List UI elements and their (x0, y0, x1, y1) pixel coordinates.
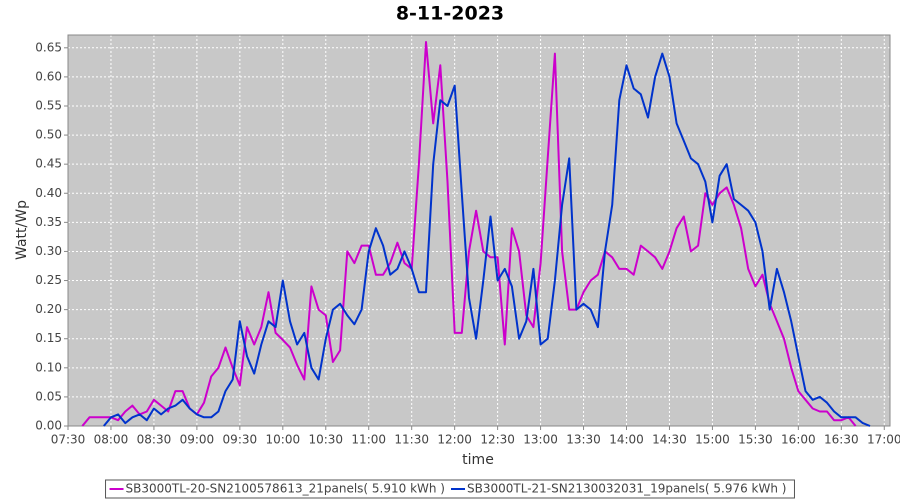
x-tick-label: 16:30 (824, 433, 859, 447)
x-tick-label: 08:30 (137, 433, 172, 447)
x-tick-label: 10:00 (266, 433, 301, 447)
legend-label: SB3000TL-20-SN2100578613_21panels( 5.910… (126, 482, 445, 496)
x-tick-label: 12:30 (480, 433, 515, 447)
y-tick-label: 0.40 (35, 186, 62, 200)
y-tick-label: 0.10 (35, 360, 62, 374)
x-tick-label: 15:30 (738, 433, 773, 447)
x-tick-label: 13:00 (523, 433, 558, 447)
y-tick-label: 0.65 (35, 40, 62, 54)
x-tick-label: 11:30 (394, 433, 429, 447)
x-tick-label: 07:30 (51, 433, 86, 447)
y-tick-label: 0.60 (35, 69, 62, 83)
x-tick-label: 10:30 (308, 433, 343, 447)
series-line (81, 41, 857, 427)
y-tick-label: 0.50 (35, 128, 62, 142)
y-tick-label: 0.30 (35, 244, 62, 258)
legend: SB3000TL-20-SN2100578613_21panels( 5.910… (105, 479, 795, 499)
x-tick-label: 11:00 (351, 433, 386, 447)
legend-box (105, 479, 795, 499)
y-tick-label: 0.45 (35, 157, 62, 171)
chart-title: 8-11-2023 (396, 3, 504, 25)
y-tick-label: 0.35 (35, 215, 62, 229)
y-tick-label: 0.20 (35, 302, 62, 316)
x-axis-label: time (462, 452, 494, 468)
legend-label: SB3000TL-21-SN2130032031_19panels( 5.976… (467, 482, 786, 496)
x-tick-label: 09:30 (223, 433, 258, 447)
y-tick-label: 0.55 (35, 98, 62, 112)
x-tick-label: 17:00 (867, 433, 900, 447)
x-tick-label: 14:30 (652, 433, 687, 447)
x-tick-label: 16:00 (781, 433, 816, 447)
x-tick-label: 12:00 (437, 433, 472, 447)
plot-border (67, 34, 891, 427)
y-axis-label: Watt/Wp (14, 200, 30, 260)
y-tick-label: 0.05 (35, 389, 62, 403)
x-tick-label: 15:00 (695, 433, 730, 447)
y-tick-label: 0.25 (35, 273, 62, 287)
x-tick-label: 09:00 (180, 433, 215, 447)
series-line (103, 52, 871, 427)
y-tick-label: 0.00 (35, 419, 62, 433)
y-tick-label: 0.15 (35, 331, 62, 345)
x-tick-label: 08:00 (94, 433, 129, 447)
x-tick-label: 13:30 (566, 433, 601, 447)
x-tick-label: 14:00 (609, 433, 644, 447)
